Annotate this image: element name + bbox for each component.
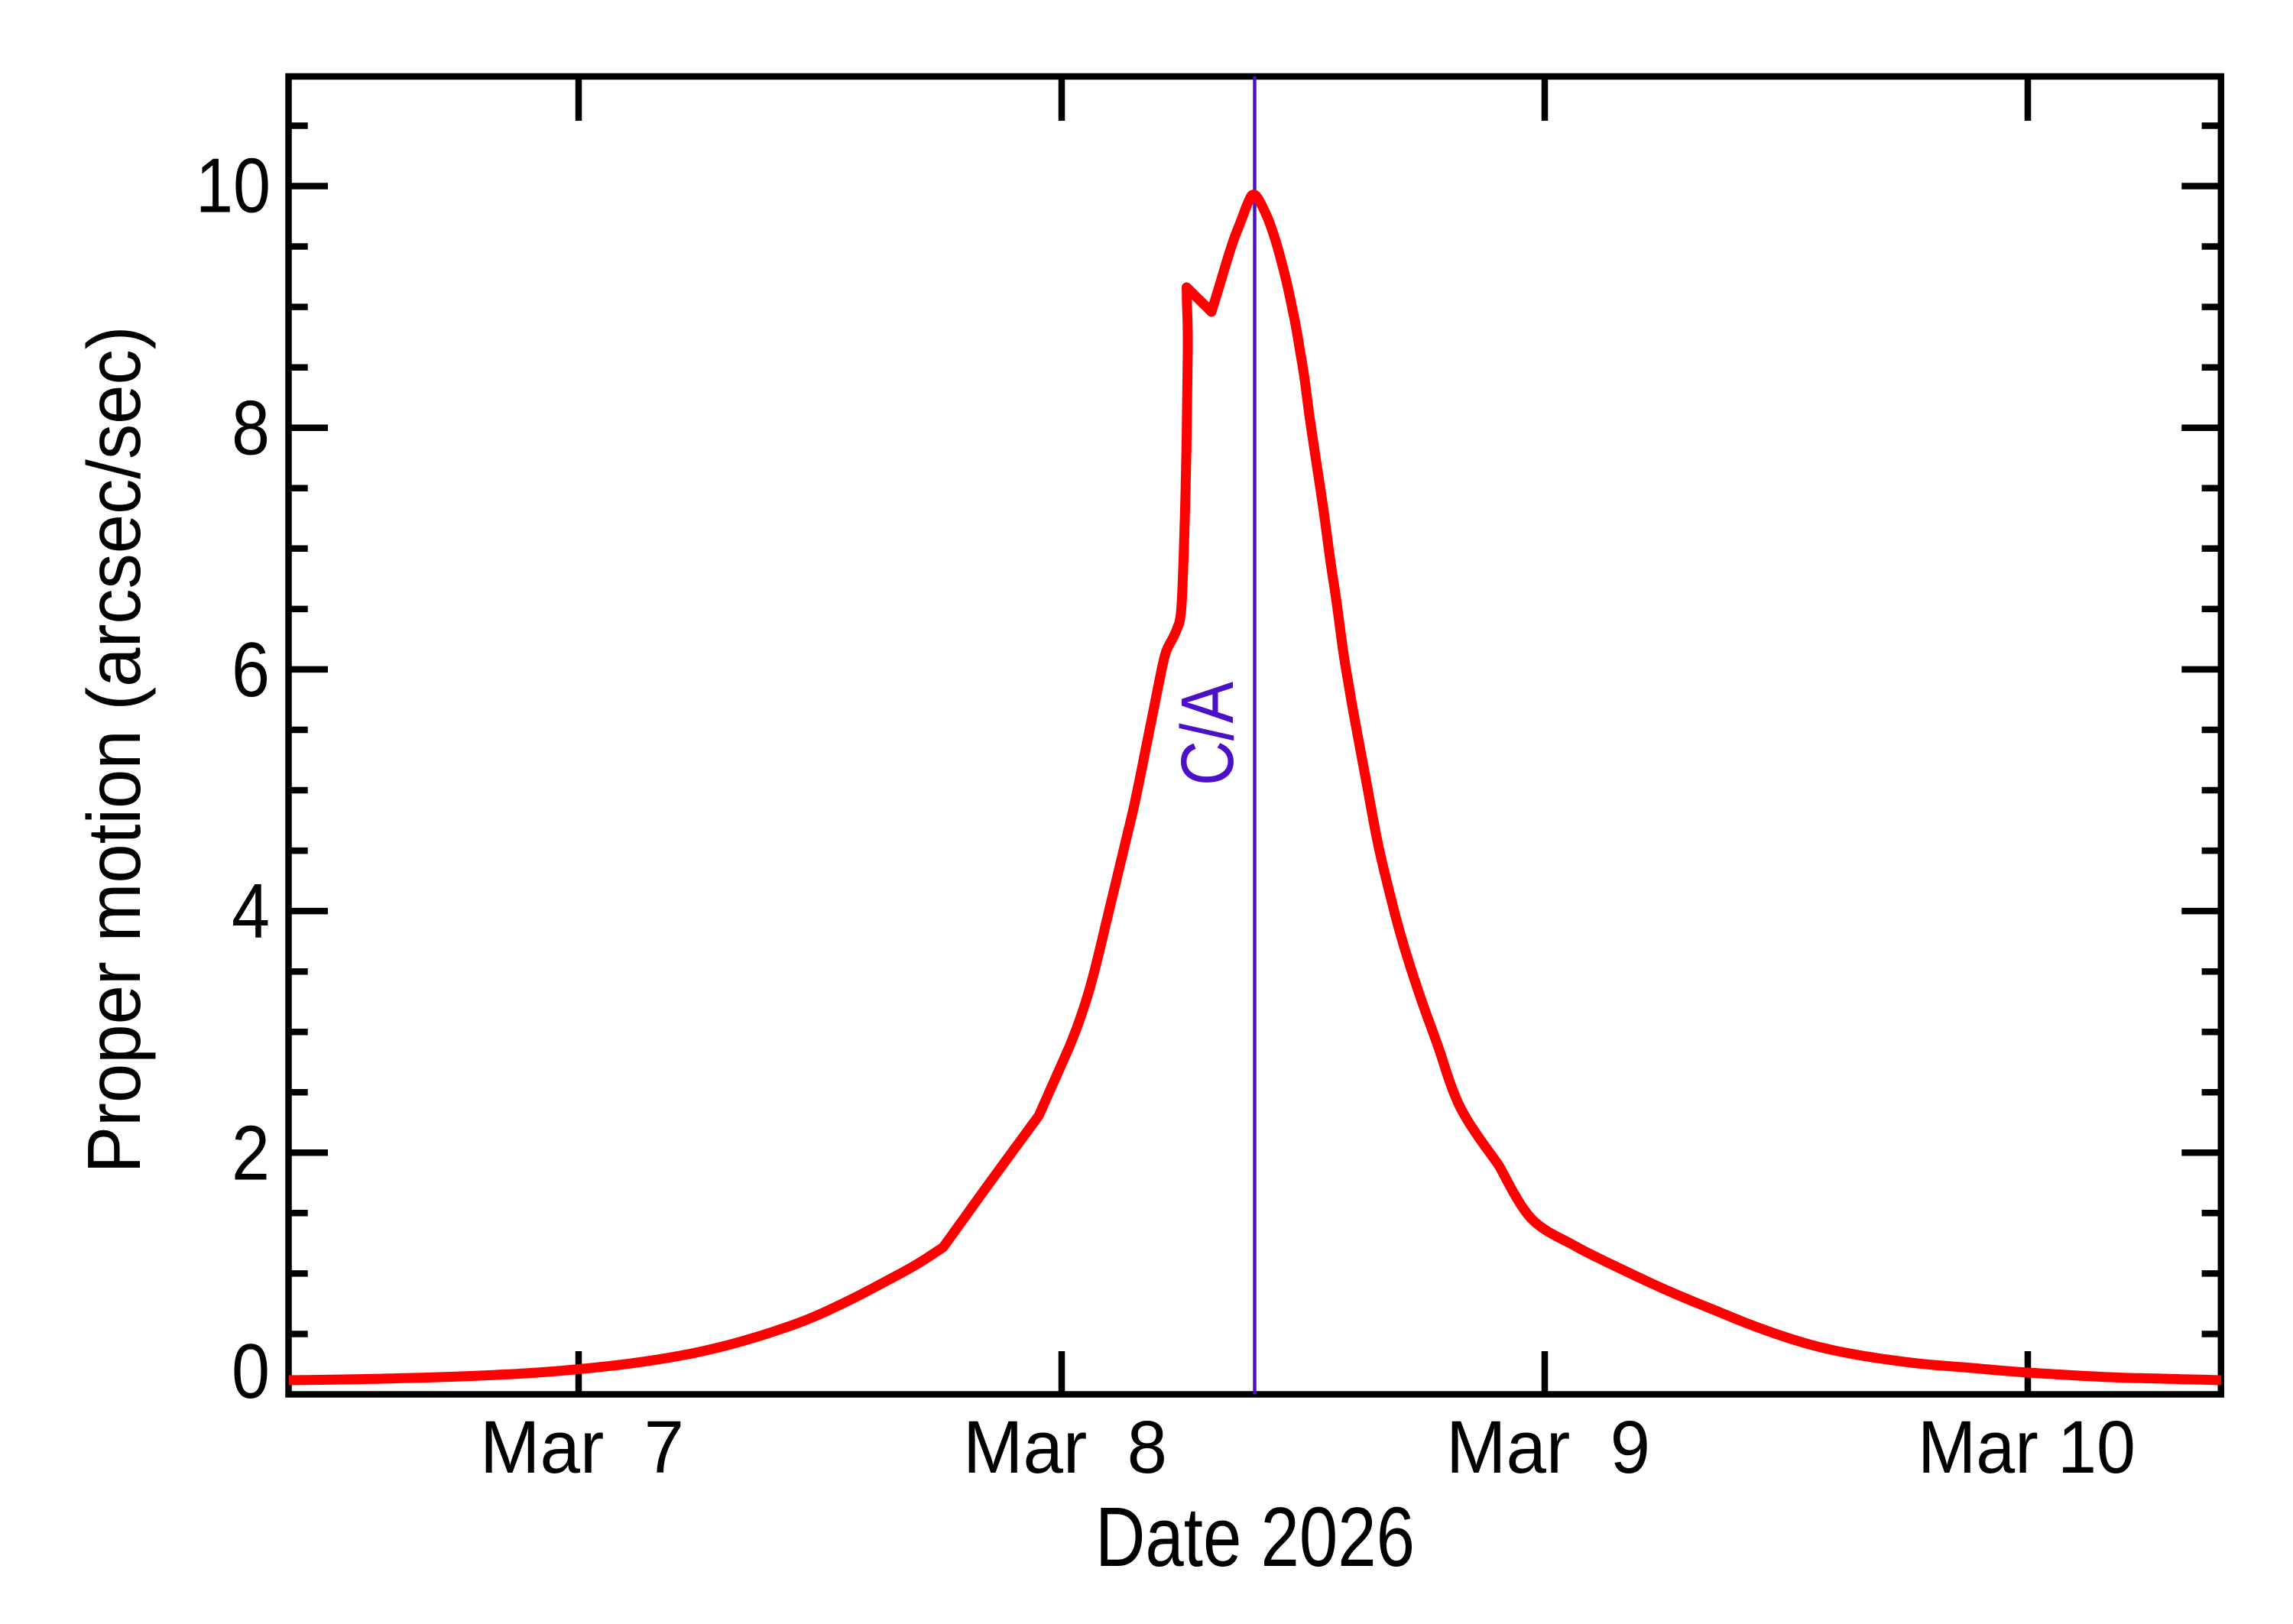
svg-text:8: 8	[232, 386, 270, 472]
svg-text:10: 10	[196, 144, 271, 229]
svg-text:0: 0	[232, 1329, 270, 1415]
svg-text:Proper motion (arcsec/sec): Proper motion (arcsec/sec)	[72, 326, 156, 1174]
svg-text:Mar 9: Mar 9	[1446, 1405, 1650, 1489]
svg-text:Mar 8: Mar 8	[963, 1405, 1167, 1489]
svg-text:Date 2026: Date 2026	[1095, 1490, 1415, 1584]
svg-text:Mar 7: Mar 7	[480, 1405, 684, 1489]
svg-text:6: 6	[232, 627, 270, 713]
svg-text:Mar 10: Mar 10	[1918, 1405, 2136, 1489]
svg-text:2: 2	[232, 1110, 270, 1196]
svg-text:C/A: C/A	[1166, 682, 1249, 786]
svg-text:4: 4	[232, 869, 270, 955]
